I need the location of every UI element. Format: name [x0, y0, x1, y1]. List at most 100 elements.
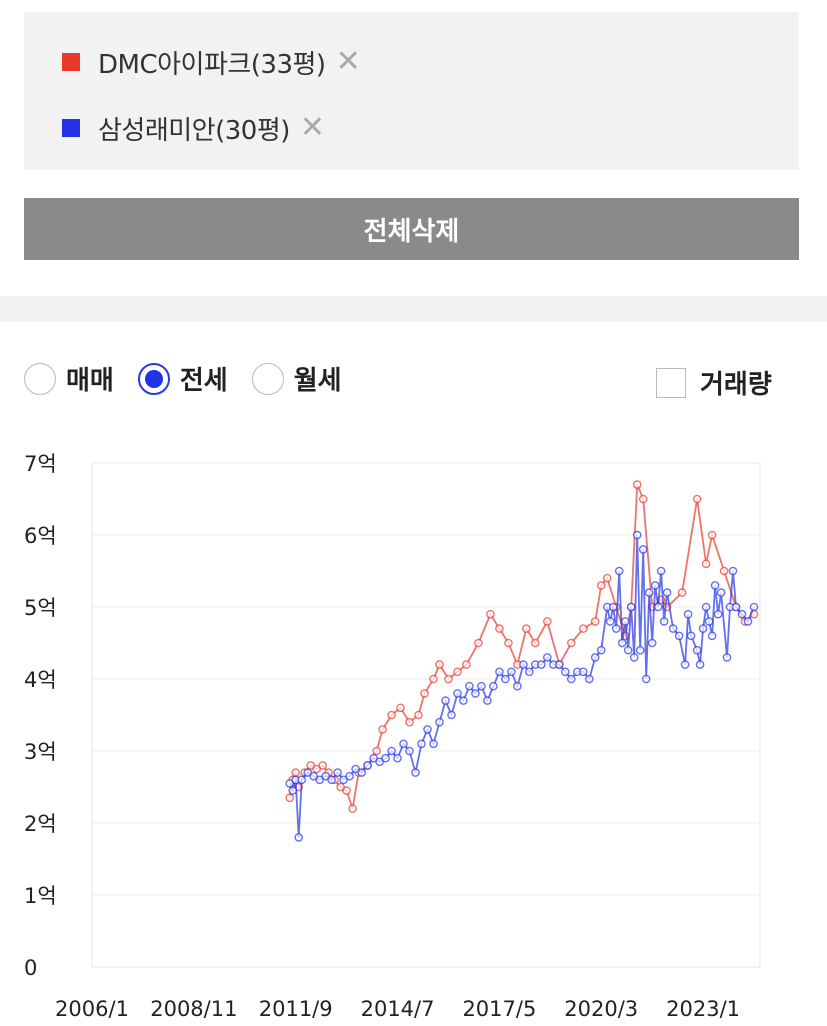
- data-point: [297, 775, 307, 785]
- data-point: [474, 638, 483, 648]
- data-point: [641, 674, 651, 684]
- radio-monthly-rent[interactable]: 월세: [251, 360, 342, 397]
- data-point: [339, 775, 348, 785]
- radio-sale[interactable]: 매매: [24, 360, 114, 397]
- data-point: [579, 624, 588, 633]
- data-point: [692, 494, 702, 504]
- data-point: [306, 761, 316, 770]
- data-point: [411, 768, 420, 777]
- data-point: [635, 645, 645, 655]
- data-point: [590, 617, 600, 626]
- data-point: [722, 653, 732, 662]
- series-color-swatch: [62, 119, 80, 137]
- x-tick-label: 2006/1: [55, 997, 129, 1021]
- data-point: [387, 710, 396, 720]
- volume-checkbox[interactable]: [656, 367, 686, 398]
- x-tick-label: 2014/7: [361, 997, 435, 1021]
- data-point: [393, 753, 402, 763]
- data-point: [525, 667, 534, 677]
- data-point: [602, 573, 612, 583]
- radio-jeonse[interactable]: 전세: [137, 360, 228, 397]
- data-point: [465, 681, 474, 691]
- data-point: [522, 624, 531, 633]
- data-point: [638, 545, 648, 554]
- data-point: [707, 631, 717, 641]
- radio-circle[interactable]: [24, 362, 56, 395]
- data-point: [357, 768, 366, 777]
- compare-item-dmc: DMC아이파크(33평) ✕: [62, 42, 361, 82]
- volume-label: 거래량: [700, 370, 772, 400]
- data-point: [333, 768, 342, 777]
- data-point: [561, 667, 570, 677]
- series-color-swatch: [62, 53, 80, 71]
- x-tick-label: 2017/5: [462, 997, 536, 1021]
- data-point: [327, 775, 336, 785]
- data-point: [399, 739, 408, 749]
- data-point: [659, 617, 669, 626]
- compare-list: DMC아이파크(33평) ✕ 삼성래미안(30평) ✕: [24, 12, 799, 170]
- data-point: [704, 617, 714, 626]
- radio-circle[interactable]: [251, 362, 284, 395]
- compare-item-label: 삼성래미안(30평): [98, 115, 290, 146]
- data-point: [369, 753, 378, 763]
- y-tick-label: 6억: [24, 524, 57, 548]
- data-point: [504, 638, 513, 648]
- data-point: [381, 753, 390, 763]
- data-point: [632, 480, 642, 489]
- data-point: [294, 833, 304, 842]
- data-point: [396, 703, 405, 713]
- data-point: [435, 717, 444, 727]
- data-point: [644, 588, 654, 597]
- data-point: [444, 674, 453, 684]
- data-point: [674, 631, 684, 641]
- data-point: [405, 717, 414, 727]
- data-point: [701, 602, 711, 612]
- data-point: [698, 624, 708, 633]
- data-point: [315, 775, 325, 785]
- data-point: [543, 617, 552, 626]
- data-point: [387, 746, 396, 756]
- data-point: [345, 771, 354, 781]
- data-point: [695, 660, 705, 669]
- data-point: [728, 566, 738, 576]
- data-point: [420, 689, 429, 698]
- data-point: [447, 710, 456, 720]
- data-point: [417, 739, 426, 749]
- radio-label: 매매: [66, 366, 114, 396]
- data-point: [285, 793, 295, 803]
- data-point: [507, 667, 516, 677]
- data-point: [590, 653, 600, 662]
- data-point: [453, 667, 462, 677]
- radio-circle[interactable]: [137, 362, 170, 395]
- data-point: [501, 674, 510, 684]
- close-icon[interactable]: ✕: [335, 44, 361, 79]
- data-point: [731, 602, 741, 612]
- data-point: [585, 674, 594, 684]
- close-icon[interactable]: ✕: [299, 110, 325, 145]
- data-point: [713, 609, 723, 619]
- compare-item-label: DMC아이파크(33평): [98, 49, 326, 80]
- data-point: [318, 761, 328, 770]
- data-point: [378, 725, 387, 734]
- data-point: [605, 617, 615, 626]
- data-point: [435, 660, 444, 669]
- data-point: [486, 609, 495, 619]
- data-point: [351, 764, 360, 774]
- data-point: [650, 581, 660, 590]
- data-point: [519, 660, 528, 669]
- data-point: [614, 566, 624, 576]
- radio-label: 전세: [179, 366, 228, 396]
- data-point: [683, 609, 693, 619]
- y-tick-label: 7억: [24, 452, 57, 476]
- data-point: [629, 653, 639, 662]
- delete-all-button[interactable]: 전체삭제: [24, 198, 799, 260]
- data-point: [719, 566, 729, 576]
- data-point: [638, 494, 648, 504]
- plot-area: [91, 462, 761, 968]
- data-point: [632, 530, 642, 540]
- volume-toggle[interactable]: 거래량: [656, 364, 772, 401]
- data-point: [567, 638, 576, 648]
- data-point: [662, 588, 672, 597]
- data-point: [611, 624, 621, 633]
- data-point: [453, 689, 462, 698]
